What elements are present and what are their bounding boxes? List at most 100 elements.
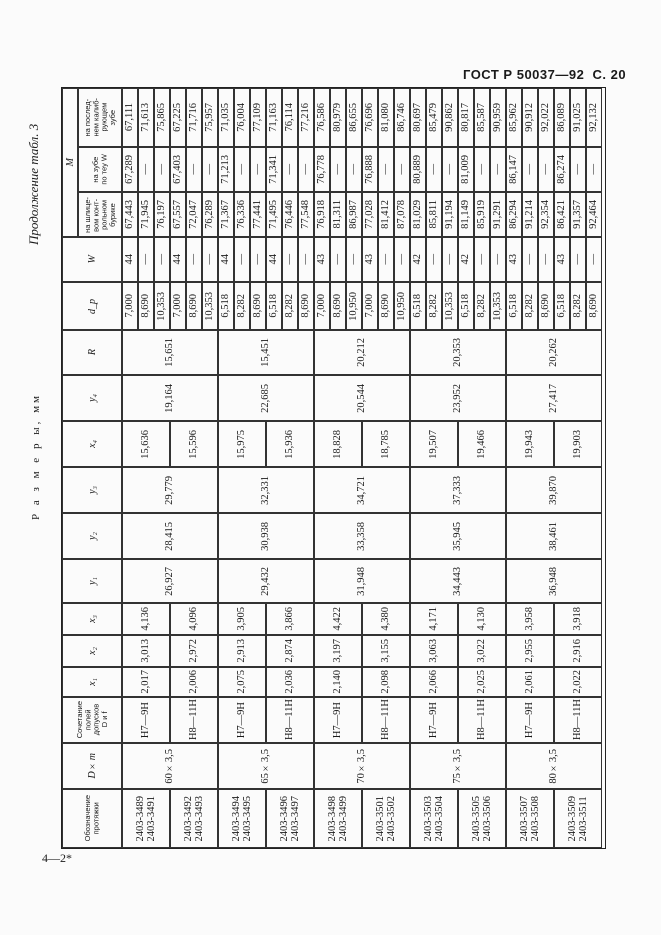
cell-w-text: — xyxy=(476,254,488,265)
cell-x1-text: 2,061 xyxy=(524,670,536,694)
cell-dp-text: 8,690 xyxy=(188,294,200,318)
cell-dp: 8,282 xyxy=(474,282,490,330)
cell-m3: 90,959 xyxy=(490,88,506,147)
cell-y3-text: 39,870 xyxy=(548,475,560,505)
cell-m1: 86,294 xyxy=(506,192,522,237)
cell-m2-text: — xyxy=(188,164,200,175)
cell-m1-text: 91,291 xyxy=(492,200,504,229)
cell-x1-text: 2,017 xyxy=(140,670,152,694)
cell-w: — xyxy=(186,237,202,282)
cell-fit: H8—11H xyxy=(554,697,602,743)
cell-designation: 2403-3509 2403-3511 xyxy=(554,789,602,848)
cell-m3-text: 75,957 xyxy=(204,103,216,132)
header-x4-text: x₄ xyxy=(86,440,98,448)
cell-w: — xyxy=(282,237,298,282)
cell-m3: 90,862 xyxy=(442,88,458,147)
cell-m2: 81,009 xyxy=(458,147,474,192)
cell-x1-text: 2,022 xyxy=(572,670,584,694)
cell-designation: 2403-3503 2403-3504 xyxy=(410,789,458,848)
cell-y4: 23,952 xyxy=(410,375,506,421)
cell-fit-text: H7—9H xyxy=(236,701,248,739)
cell-m1-text: 77,441 xyxy=(252,200,264,229)
cell-dm: 70×3,5 xyxy=(314,743,410,789)
cell-x1: 2,025 xyxy=(458,667,506,697)
cell-r: 15,651 xyxy=(122,330,218,375)
cell-m1: 77,028 xyxy=(362,192,378,237)
cell-m2: — xyxy=(202,147,218,192)
cell-w-text: 42 xyxy=(412,254,424,265)
cell-x4-text: 15,936 xyxy=(284,429,296,459)
cell-y1-text: 29,432 xyxy=(260,566,272,596)
cell-designation-text: 2403-3501 2403-3502 xyxy=(374,795,397,842)
cell-m3-text: 92,132 xyxy=(588,103,600,132)
cell-x2: 3,022 xyxy=(458,635,506,667)
cell-m1-text: 81,311 xyxy=(332,200,344,229)
cell-w: 42 xyxy=(410,237,426,282)
cell-m1-text: 77,028 xyxy=(364,200,376,229)
cell-m2-text: — xyxy=(332,164,344,175)
cell-y3: 39,870 xyxy=(506,467,602,513)
cell-dp-text: 7,000 xyxy=(364,294,376,318)
cell-dp: 8,690 xyxy=(298,282,314,330)
cell-m2: 80,889 xyxy=(410,147,426,192)
cell-m1-text: 67,443 xyxy=(124,200,136,229)
cell-x1: 2,022 xyxy=(554,667,602,697)
cell-m1-text: 91,214 xyxy=(524,200,536,229)
header-dm-text: D×m xyxy=(86,753,98,779)
cell-m3: 90,912 xyxy=(522,88,538,147)
cell-m3: 76,696 xyxy=(362,88,378,147)
header-m3-text: на послед- нем калиб- рующем зубе xyxy=(82,98,117,137)
cell-w: — xyxy=(154,237,170,282)
cell-designation-text: 2403-3496 2403-3497 xyxy=(278,795,301,842)
cell-dp-text: 6,518 xyxy=(220,294,232,318)
cell-m2: — xyxy=(298,147,314,192)
header-x3-text: x₃ xyxy=(86,615,98,623)
cell-dp-text: 8,690 xyxy=(540,294,552,318)
cell-fit: H7—9H xyxy=(314,697,362,743)
cell-dp-text: 7,000 xyxy=(316,294,328,318)
cell-designation-text: 2403-3509 2403-3511 xyxy=(566,795,589,842)
cell-m2-text: 71,213 xyxy=(220,155,232,184)
cell-w: — xyxy=(586,237,602,282)
cell-m2-text: 67,289 xyxy=(124,155,136,184)
cell-m2-text: — xyxy=(252,164,264,175)
cell-x4-text: 19,943 xyxy=(524,429,536,459)
cell-w-text: 44 xyxy=(268,254,280,265)
header-r: R xyxy=(62,330,122,375)
cell-m1: 67,557 xyxy=(170,192,186,237)
cell-m1: 91,357 xyxy=(570,192,586,237)
cell-m1: 81,412 xyxy=(378,192,394,237)
cell-w: 43 xyxy=(314,237,330,282)
cell-w: 43 xyxy=(362,237,378,282)
cell-fit: H7—9H xyxy=(122,697,170,743)
cell-m1-text: 76,446 xyxy=(284,200,296,229)
cell-w: — xyxy=(346,237,362,282)
cell-dm-text: 65×3,5 xyxy=(260,748,272,784)
header-y2-text: y₂ xyxy=(86,532,98,540)
cell-x3: 3,905 xyxy=(218,603,266,635)
cell-fit: H8—11H xyxy=(458,697,506,743)
cell-w-text: — xyxy=(540,254,552,265)
cell-m3: 76,114 xyxy=(282,88,298,147)
cell-m2-text: — xyxy=(444,164,456,175)
cell-m3: 92,132 xyxy=(586,88,602,147)
cell-m1-text: 81,029 xyxy=(412,200,424,229)
cell-y1: 36,948 xyxy=(506,559,602,603)
header-w: W xyxy=(62,237,122,282)
cell-m2: 76,888 xyxy=(362,147,378,192)
cell-y1-text: 34,443 xyxy=(452,566,464,596)
cell-m1-text: 81,412 xyxy=(380,200,392,229)
cell-m2: — xyxy=(522,147,538,192)
cell-m2: 71,213 xyxy=(218,147,234,192)
cell-x1: 2,036 xyxy=(266,667,314,697)
cell-fit-text: H7—9H xyxy=(524,701,536,739)
cell-w-text: — xyxy=(284,254,296,265)
cell-designation: 2403-3494 2403-3495 xyxy=(218,789,266,848)
cell-dp-text: 6,518 xyxy=(460,294,472,318)
cell-m3-text: 71,163 xyxy=(268,103,280,132)
cell-m2-text: 80,889 xyxy=(412,155,424,184)
cell-designation-text: 2403-3489 2403-3491 xyxy=(134,795,157,842)
header-y4-text: y₄ xyxy=(86,394,98,402)
cell-m2-text: — xyxy=(396,164,408,175)
cell-fit: H8—11H xyxy=(170,697,218,743)
